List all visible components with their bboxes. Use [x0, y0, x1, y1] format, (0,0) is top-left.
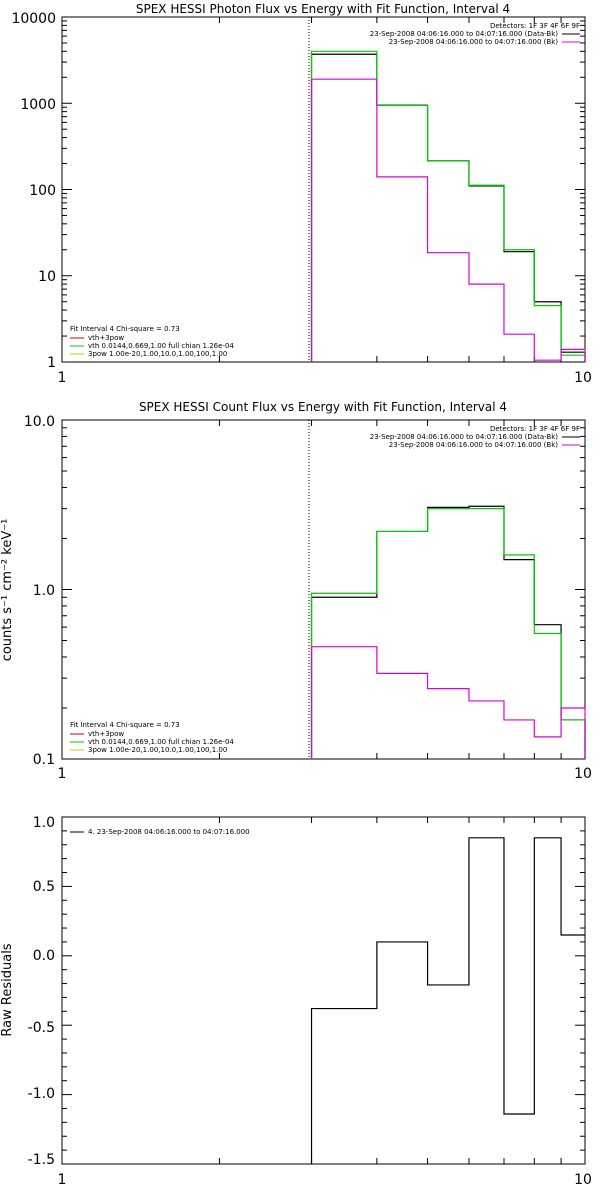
photon-flux-series-2: [310, 78, 586, 362]
photon-flux-fit-line-1: vth 0.0144,0.669,1.00 full chian 1.26e-0…: [88, 342, 234, 350]
photon-flux-x-tick-0: 1: [58, 370, 67, 386]
residuals-plot-frame: [61, 816, 586, 1165]
photon-flux-series-0: [310, 53, 586, 362]
count-flux-y-tick-2: 10.0: [24, 414, 55, 430]
count-flux-y-tick-0: 0.1: [33, 752, 55, 768]
photon-flux-y-tick-3: 1000: [20, 97, 56, 113]
photon-flux-y-tick-2: 100: [29, 183, 56, 199]
count-flux-plot-frame: [61, 419, 586, 760]
count-flux-fit-line-0: vth+3pow: [88, 730, 124, 738]
residuals-x-tick-0: 1: [58, 1172, 67, 1188]
count-flux-y-axis-label: counts s⁻¹ cm⁻² keV⁻¹: [0, 519, 15, 662]
photon-flux-legend-data: 23-Sep-2008 04:06:16.000 to 04:07:16.000…: [370, 30, 559, 38]
photon-flux-panel: SPEX HESSI Photon Flux vs Energy with Fi…: [11, 2, 591, 386]
count-flux-series-2: [310, 646, 586, 759]
photon-flux-plot-frame: [61, 16, 586, 363]
photon-flux-legend-bk: 23-Sep-2008 04:06:16.000 to 04:07:16.000…: [389, 38, 559, 46]
photon-flux-title: SPEX HESSI Photon Flux vs Energy with Fi…: [136, 2, 510, 16]
photon-flux-fit-line-0: vth+3pow: [88, 334, 124, 342]
photon-flux-x-tick-1: 10: [574, 370, 592, 386]
photon-flux-y-tick-1: 10: [38, 269, 56, 285]
count-flux-legend-bk: 23-Sep-2008 04:06:16.000 to 04:07:16.000…: [389, 441, 559, 449]
residuals-y-tick-3: 0.0: [33, 948, 55, 964]
residuals-x-tick-1: 10: [574, 1172, 592, 1188]
residuals-panel: -1.5 -1.0 -0.5 0.0 0.5 1.0 1 10 Raw Resi…: [0, 815, 592, 1188]
residuals-y-tick-0: -1.5: [28, 1152, 55, 1168]
photon-flux-fit-header: Fit Interval 4 Chi-square = 0.73: [70, 325, 180, 333]
count-flux-fit-line-2: 3pow 1.00e-20,1.00,10.0,1.00,100,1.00: [88, 746, 227, 754]
count-flux-series-0: [310, 505, 586, 759]
photon-flux-series-1: [310, 50, 586, 362]
count-flux-fit-line-1: vth 0.0144,0.669,1.00 full chian 1.26e-0…: [88, 738, 234, 746]
residuals-legend-label: 4. 23-Sep-2008 04:06:16.000 to 04:07:16.…: [88, 828, 250, 836]
residuals-y-tick-1: -1.0: [28, 1086, 55, 1102]
count-flux-y-tick-1: 1.0: [33, 583, 55, 599]
count-flux-title: SPEX HESSI Count Flux vs Energy with Fit…: [139, 400, 507, 414]
residuals-y-tick-4: 0.5: [33, 879, 55, 895]
photon-flux-fit-line-2: 3pow 1.00e-20,1.00,10.0,1.00,100,1.00: [88, 350, 227, 358]
residuals-series-0: [310, 837, 585, 1164]
residuals-y-axis-label: Raw Residuals: [0, 943, 15, 1036]
residuals-y-tick-2: -0.5: [28, 1020, 55, 1036]
count-flux-legend-data: 23-Sep-2008 04:06:16.000 to 04:07:16.000…: [370, 433, 559, 441]
count-flux-x-tick-1: 10: [574, 766, 592, 782]
photon-flux-legend-detectors: Detectors: 1F 3F 4F 6F 9F: [490, 22, 580, 30]
count-flux-panel: SPEX HESSI Count Flux vs Energy with Fit…: [0, 400, 592, 782]
count-flux-fit-header: Fit Interval 4 Chi-square = 0.73: [70, 721, 180, 729]
count-flux-series-1: [310, 508, 586, 759]
count-flux-legend-detectors: Detectors: 1F 3F 4F 6F 9F: [490, 425, 580, 433]
photon-flux-y-tick-0: 1: [47, 355, 56, 371]
photon-flux-y-tick-4: 10000: [11, 11, 56, 27]
count-flux-x-tick-0: 1: [58, 766, 67, 782]
residuals-y-tick-5: 1.0: [33, 815, 55, 831]
